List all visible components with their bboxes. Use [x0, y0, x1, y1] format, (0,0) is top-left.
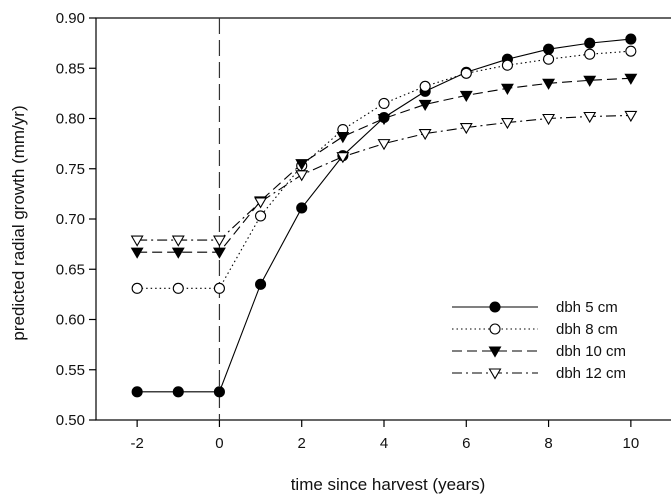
series-4-point [171, 235, 185, 247]
series-1-point [625, 33, 637, 45]
y-tick-label: 0.75 [56, 161, 85, 178]
series-3-point [624, 73, 638, 85]
legend-marker-3 [488, 346, 502, 358]
series-4-point [336, 152, 350, 164]
series-1-point [584, 37, 596, 49]
series-1-point [131, 386, 143, 398]
series-2-point [460, 67, 472, 79]
series-3-point [295, 159, 309, 171]
series-4-point [500, 117, 514, 130]
series-4-point [459, 122, 473, 135]
series-1-point [213, 386, 225, 398]
series-3-point [542, 78, 556, 90]
series-3-point [212, 247, 226, 259]
plot-area: 0.50 0.55 0.60 0.65 0.70 0.75 0.80 0.85 0.90 -2 0 2… [56, 10, 671, 452]
x-axis-label: time since harvest (years) [291, 475, 486, 494]
y-tick-label: 0.55 [56, 362, 85, 379]
series-4-point [130, 235, 144, 247]
series-3-point [377, 113, 391, 126]
series-3-point [336, 132, 350, 144]
series-2-point [378, 97, 390, 109]
y-tick-label: 0.65 [56, 261, 85, 278]
legend-label-4: dbh 12 cm [556, 365, 626, 382]
series-3-point [500, 83, 514, 95]
series-2-point [625, 45, 637, 57]
x-tick-label: 2 [298, 435, 306, 452]
y-tick-label: 0.85 [56, 60, 85, 77]
legend: dbh 5 cm dbh 8 cm dbh 10 cm dbh 12 cm [452, 299, 626, 382]
series-1-point [543, 43, 555, 55]
legend-marker-2 [489, 323, 501, 335]
series-1-point [172, 386, 184, 398]
series-2-point [131, 282, 143, 294]
x-tick-label: 6 [462, 435, 470, 452]
series-3-point [418, 99, 432, 112]
series-2-point [172, 282, 184, 294]
x-tick-label: 10 [623, 435, 640, 452]
legend-marker-4 [488, 368, 502, 380]
series-4-point [542, 113, 556, 126]
series-3-point [171, 247, 185, 259]
series-line-4 [137, 114, 631, 241]
series-1-point [296, 202, 308, 214]
legend-label-1: dbh 5 cm [556, 299, 618, 316]
series-2-point [213, 282, 225, 294]
series-3-point [459, 90, 473, 102]
legend-label-2: dbh 8 cm [556, 321, 618, 338]
series-4-point [212, 235, 226, 247]
series-line-2 [137, 50, 631, 289]
series-3-point [130, 247, 144, 259]
y-tick-label: 0.90 [56, 10, 85, 27]
legend-marker-1 [489, 301, 501, 313]
series-3-point [583, 75, 597, 87]
y-tick-label: 0.80 [56, 111, 85, 128]
series-2-point [584, 48, 596, 60]
series-4-point [295, 170, 309, 182]
y-tick-label: 0.70 [56, 211, 85, 228]
y-axis-label: predicted radial growth (mm/yr) [9, 105, 28, 340]
x-tick-label: 4 [380, 435, 388, 452]
series-1-point [255, 278, 267, 290]
x-tick-label: 0 [215, 435, 223, 452]
series-2-point [543, 53, 555, 65]
series-4-point [418, 129, 432, 141]
series-2-point [419, 80, 431, 92]
y-tick-label: 0.50 [56, 412, 85, 429]
x-tick-label: 8 [544, 435, 552, 452]
series-2-point [255, 210, 267, 222]
series-4-point [377, 139, 391, 151]
series-2-point [501, 59, 513, 71]
legend-label-3: dbh 10 cm [556, 343, 626, 360]
series-line-1 [137, 38, 631, 393]
series-4-point [624, 110, 638, 123]
y-tick-label: 0.60 [56, 312, 85, 329]
x-tick-label: -2 [130, 435, 143, 452]
series-4-point [254, 197, 268, 209]
series-4-point [583, 111, 597, 124]
